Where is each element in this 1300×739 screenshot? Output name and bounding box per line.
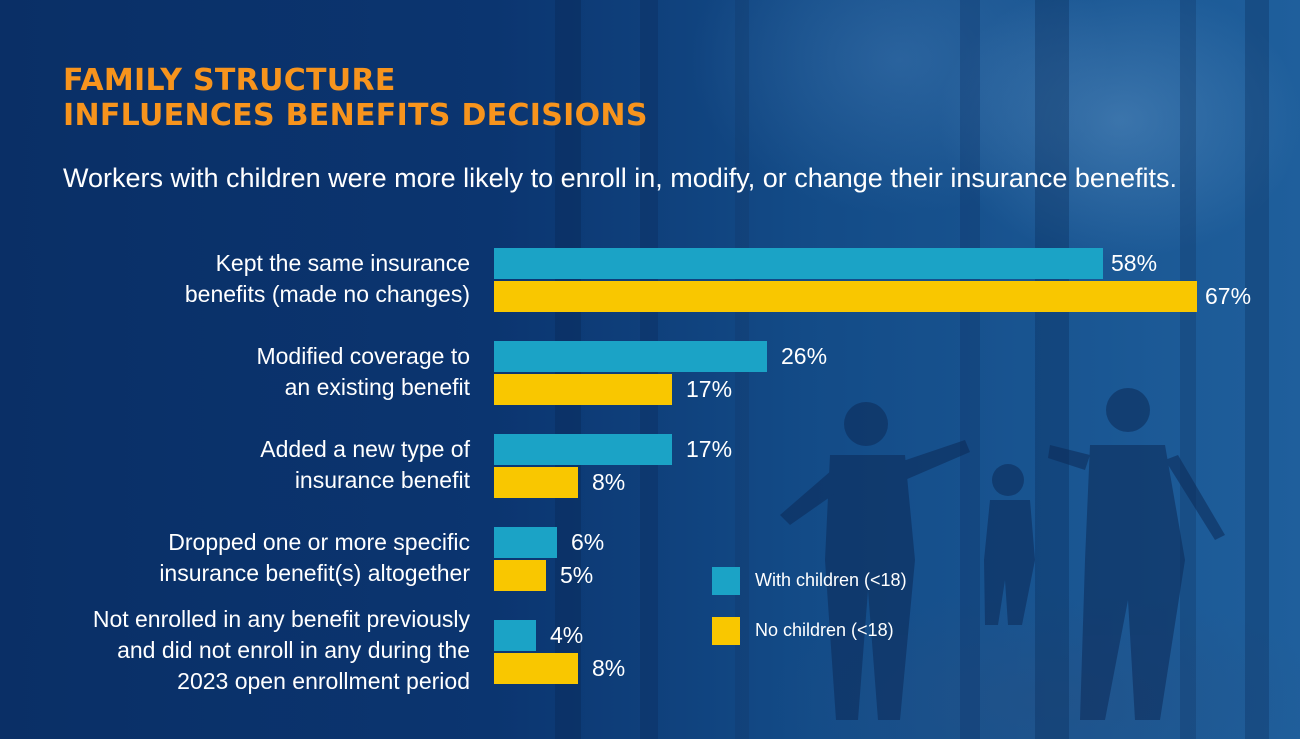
legend-swatch-with-children (712, 567, 740, 595)
data-label-with-children: 6% (571, 529, 605, 555)
chart-subtitle: Workers with children were more likely t… (63, 163, 1177, 193)
title-line-1: FAMILY STRUCTURE (63, 63, 396, 98)
bar-no-children (494, 374, 672, 405)
bar-with-children (494, 527, 557, 558)
bar-with-children (494, 341, 767, 372)
data-label-with-children: 17% (686, 436, 733, 462)
category-label: Kept the same insurance benefits (made no… (30, 248, 470, 310)
legend-label-with-children: With children (<18) (755, 570, 907, 590)
bar-with-children (494, 434, 672, 465)
bar-no-children (494, 467, 578, 498)
category-label-line: and did not enroll in any during the (117, 637, 470, 663)
data-label-no-children: 8% (592, 655, 626, 681)
category-label: Added a new type of insurance benefit (30, 434, 470, 496)
title-line-2: INFLUENCES BENEFITS DECISIONS (63, 98, 648, 133)
data-label-no-children: 67% (1205, 283, 1252, 309)
category-label: Dropped one or more specific insurance be… (30, 527, 470, 589)
data-label-with-children: 4% (550, 622, 584, 648)
data-label-no-children: 8% (592, 469, 626, 495)
data-label-no-children: 5% (560, 562, 594, 588)
category-label-line: insurance benefit (294, 467, 470, 493)
bar-no-children (494, 281, 1197, 312)
category-label-line: insurance benefit(s) altogether (159, 560, 470, 586)
data-label-with-children: 26% (781, 343, 828, 369)
category-label: Modified coverage to an existing benefit (30, 341, 470, 403)
category-label-line: Dropped one or more specific (168, 529, 470, 555)
category-label-line: Not enrolled in any benefit previously (92, 606, 470, 632)
data-label-no-children: 17% (686, 376, 733, 402)
data-label-with-children: 58% (1111, 250, 1158, 276)
bar-no-children (494, 560, 546, 591)
bar-with-children (494, 620, 536, 651)
category-label: Not enrolled in any benefit previously an… (30, 604, 470, 697)
category-label-line: an existing benefit (284, 374, 470, 400)
chart-title: FAMILY STRUCTURE INFLUENCES BENEFITS DEC… (63, 63, 763, 133)
category-label-line: benefits (made no changes) (184, 281, 470, 307)
bar-no-children (494, 653, 578, 684)
category-label-line: Kept the same insurance (215, 250, 470, 276)
legend-swatch-no-children (712, 617, 740, 645)
category-label-line: Modified coverage to (256, 343, 470, 369)
category-label-line: Added a new type of (260, 436, 470, 462)
bar-with-children (494, 248, 1103, 279)
legend-label-no-children: No children (<18) (755, 620, 894, 640)
category-label-line: 2023 open enrollment period (177, 668, 470, 694)
